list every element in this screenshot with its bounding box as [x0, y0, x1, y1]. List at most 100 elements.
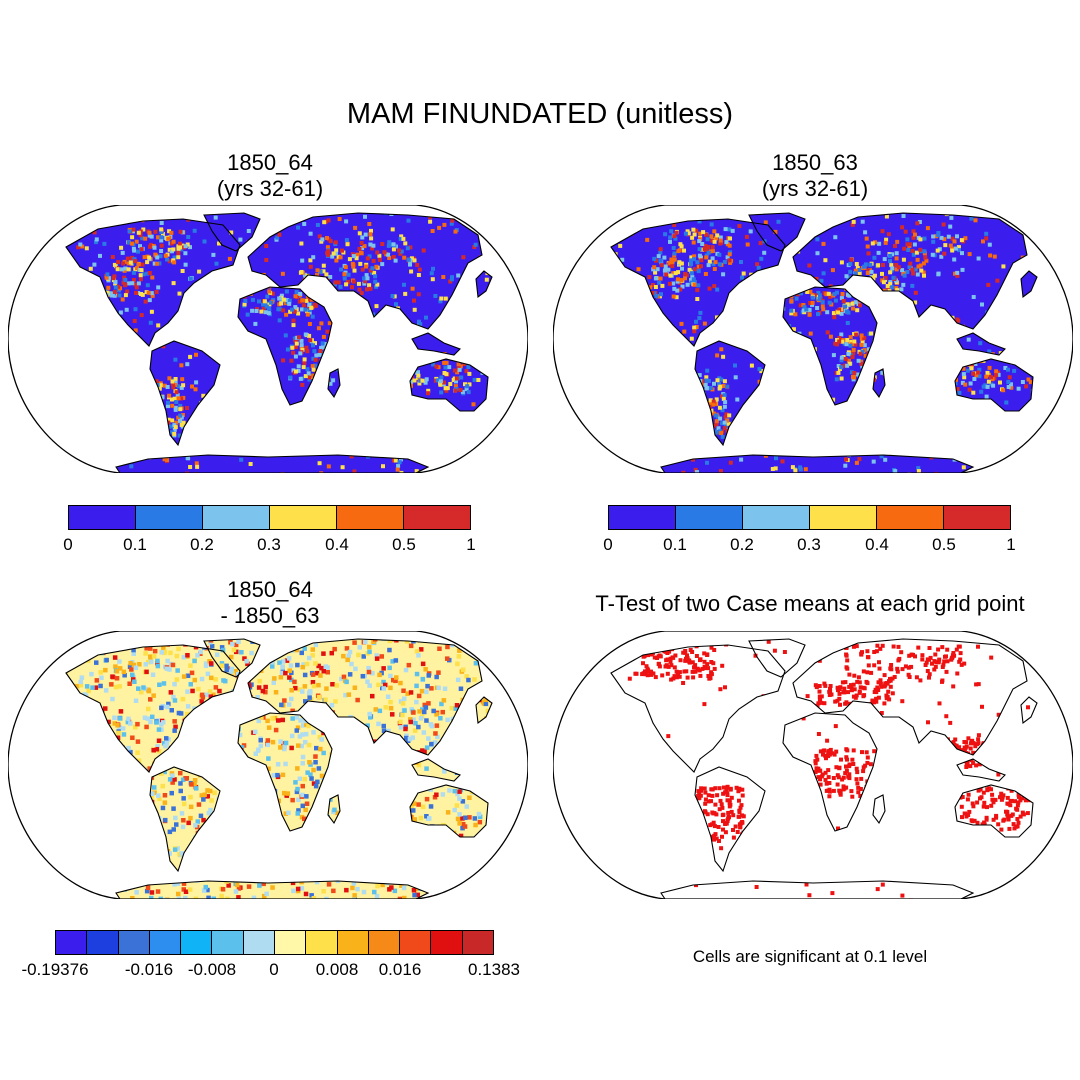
grid-cell [715, 430, 720, 435]
grid-cell [377, 708, 383, 714]
grid-cell [328, 722, 333, 727]
grid-cell [271, 813, 277, 818]
grid-cell [638, 348, 643, 353]
grid-cell [467, 766, 472, 772]
grid-cell [1047, 290, 1051, 294]
grid-cell [637, 395, 642, 400]
grid-cell [15, 637, 20, 642]
grid-cell [156, 844, 161, 850]
grid-cell [80, 304, 85, 309]
grid-cell [328, 381, 333, 386]
grid-cell [911, 252, 916, 257]
grid-cell [392, 759, 398, 765]
grid-cell [429, 723, 435, 729]
grid-cell [85, 631, 90, 636]
grid-cell [197, 766, 202, 771]
grid-cell [871, 352, 876, 357]
grid-cell [419, 361, 424, 366]
grid-cell [422, 709, 427, 715]
grid-cell [62, 212, 66, 216]
panel2-title: 1850_63 (yrs 32-61) [665, 150, 965, 202]
grid-cell [132, 319, 137, 323]
grid-cell [374, 429, 378, 434]
grid-cell [155, 889, 161, 894]
grid-cell [1024, 415, 1029, 420]
grid-cell [722, 426, 727, 431]
grid-cell [234, 649, 239, 655]
grid-cell [93, 802, 98, 807]
grid-cell [308, 772, 313, 777]
grid-cell [340, 248, 344, 253]
grid-cell [436, 670, 441, 675]
grid-cell [767, 308, 772, 313]
grid-cell [383, 775, 388, 780]
grid-cell [770, 328, 775, 333]
grid-cell [820, 304, 825, 309]
grid-cell [847, 275, 852, 280]
grid-cell [238, 411, 243, 415]
grid-cell [787, 443, 792, 448]
grid-cell [57, 892, 62, 897]
grid-cell [866, 347, 871, 352]
grid-cell [491, 878, 492, 884]
grid-cell [176, 646, 181, 652]
grid-cell [257, 299, 261, 304]
grid-cell [580, 311, 584, 315]
grid-cell [80, 766, 85, 771]
grid-cell [616, 320, 621, 324]
grid-cell [851, 351, 856, 356]
grid-cell [22, 231, 26, 235]
grid-cell [467, 382, 472, 387]
grid-cell [888, 208, 892, 212]
grid-cell [525, 869, 528, 874]
grid-cell [1003, 366, 1008, 370]
grid-cell [360, 846, 365, 852]
grid-cell [777, 340, 782, 345]
grid-cell [1071, 407, 1073, 411]
grid-cell [212, 817, 218, 823]
grid-cell [99, 763, 105, 768]
grid-cell [269, 809, 275, 815]
grid-cell [266, 795, 272, 800]
grid-cell [305, 367, 310, 372]
grid-cell [638, 315, 643, 320]
grid-cell [334, 810, 340, 816]
grid-cell [690, 440, 695, 445]
grid-cell [511, 654, 516, 659]
grid-cell [373, 876, 379, 882]
grid-cell [146, 290, 151, 295]
grid-cell [978, 341, 983, 346]
grid-cell [716, 426, 721, 431]
grid-cell [147, 271, 152, 275]
grid-cell [282, 744, 287, 749]
grid-cell [55, 806, 60, 811]
grid-cell [103, 883, 109, 889]
grid-cell [956, 245, 961, 250]
grid-cell [330, 254, 335, 259]
grid-cell [363, 362, 368, 367]
grid-cell [126, 844, 131, 849]
grid-cell [157, 682, 162, 687]
grid-cell [865, 373, 870, 378]
grid-cell [725, 384, 730, 389]
grid-cell [473, 752, 479, 757]
grid-cell [238, 445, 243, 449]
grid-cell [739, 260, 743, 264]
grid-cell [420, 786, 426, 791]
grid-cell [187, 734, 192, 739]
grid-cell [922, 251, 927, 256]
grid-cell [819, 278, 824, 283]
grid-cell [503, 798, 508, 803]
grid-cell [476, 645, 482, 650]
grid-cell [672, 234, 677, 239]
grid-cell [971, 390, 976, 395]
grid-cell [448, 279, 453, 284]
grid-cell [611, 333, 612, 338]
grid-cell [388, 325, 393, 330]
grid-cell [416, 373, 421, 378]
grid-cell [467, 727, 473, 733]
grid-cell [305, 770, 310, 775]
grid-cell [814, 276, 819, 281]
grid-cell [984, 236, 989, 241]
grid-cell [631, 432, 636, 437]
